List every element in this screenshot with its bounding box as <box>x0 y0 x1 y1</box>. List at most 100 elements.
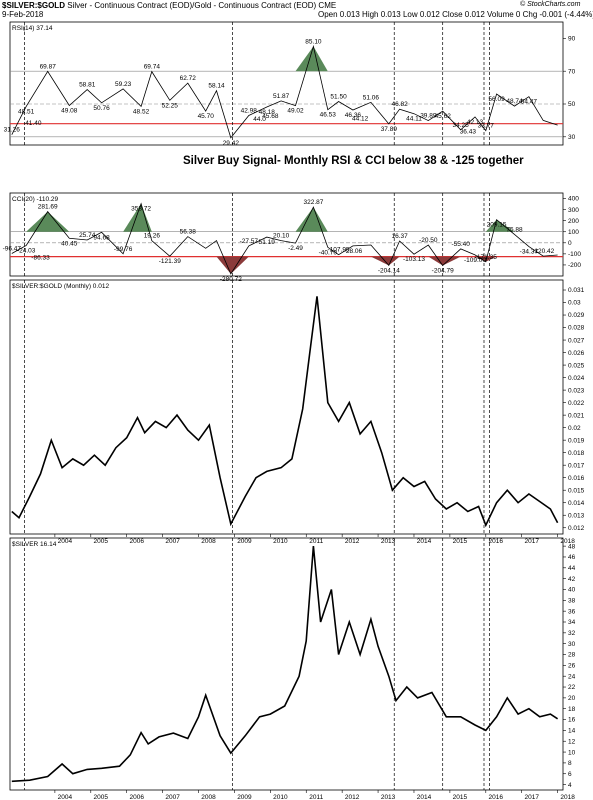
ratio-pane-frame <box>9 279 564 535</box>
silver-ytick-label: 48 <box>568 543 576 550</box>
rsi-point-label: 46.36 <box>345 112 362 119</box>
silver-ytick-label: 24 <box>568 673 576 680</box>
cci-point-label: 75.88 <box>506 226 523 233</box>
ratio-ytick-label: 0.023 <box>568 387 585 394</box>
cci-pane-frame <box>9 192 564 277</box>
rsi-point-label: 41.40 <box>25 120 42 127</box>
ratio-xtick-label: 2011 <box>309 538 323 545</box>
ratio-ytick-label: 0.013 <box>568 512 585 519</box>
silver-ytick-label: 44 <box>568 565 576 572</box>
ratio-ytick-label: 0.027 <box>568 337 585 344</box>
ratio-xtick-label: 2016 <box>489 538 504 545</box>
cci-point-label: 94.68 <box>93 234 110 241</box>
rsi-overbought-shading <box>295 46 328 72</box>
silver-ytick-label: 22 <box>568 684 576 691</box>
silver-ytick-label: 20 <box>568 695 576 702</box>
ratio-xtick-label: 2004 <box>58 538 73 545</box>
silver-xtick-label: 2011 <box>309 794 323 800</box>
rsi-point-label: 44.11 <box>406 116 422 123</box>
ratio-ytick-label: 0.017 <box>568 462 585 469</box>
cci-point-label: 51.19 <box>259 239 276 246</box>
cci-point-label: -99.76 <box>114 246 133 253</box>
rsi-point-label: 39.89 <box>420 113 437 120</box>
rsi-point-label: 42.13 <box>467 119 484 126</box>
cci-ytick-label: -100 <box>568 251 581 258</box>
cci-point-label: 19.26 <box>144 233 161 240</box>
rsi-point-label: 31.26 <box>4 127 21 134</box>
cci-point-label: -96.47 <box>3 245 22 252</box>
silver-ytick-label: 46 <box>568 554 576 561</box>
silver-ytick-label: 4 <box>568 782 572 789</box>
cci-point-label: -103.13 <box>403 256 425 263</box>
silver-xtick-label: 2016 <box>489 794 504 800</box>
ratio-ytick-label: 0.031 <box>568 287 585 294</box>
silver-xtick-label: 2007 <box>165 794 180 800</box>
cci-ytick-label: 200 <box>568 218 579 225</box>
chart-symbol: $SILVER:$GOLD <box>2 1 65 10</box>
cci-point-label: -34.37 <box>520 249 539 256</box>
ratio-ytick-label: 0.015 <box>568 487 585 494</box>
rsi-point-label: 46.82 <box>391 101 408 108</box>
ratio-ytick-label: 0.021 <box>568 412 585 419</box>
rsi-point-label: 69.74 <box>144 64 161 71</box>
ratio-ytick-label: 0.014 <box>568 500 585 507</box>
cci-oversold-shading <box>428 256 461 266</box>
silver-ytick-label: 40 <box>568 587 576 594</box>
rsi-point-label: 58.81 <box>79 82 96 89</box>
silver-ytick-label: 6 <box>568 771 572 778</box>
cci-point-label: -2.49 <box>288 245 303 252</box>
silver-xtick-label: 2017 <box>524 794 539 800</box>
rsi-point-label: 29.42 <box>223 140 240 147</box>
ratio-ytick-label: 0.018 <box>568 450 585 457</box>
stockcharts-brand: © StockCharts.com <box>520 1 581 8</box>
silver-xtick-label: 2005 <box>94 794 109 800</box>
ratio-xtick-label: 2008 <box>201 538 216 545</box>
cci-series-line <box>11 202 558 275</box>
rsi-series-line <box>11 44 558 139</box>
silver-xtick-label: 2010 <box>273 794 288 800</box>
cci-point-label: -28.06 <box>344 248 363 255</box>
cci-point-label: 16.37 <box>391 233 408 240</box>
silver-ytick-label: 36 <box>568 608 576 615</box>
ratio-xtick-label: 2018 <box>560 538 575 545</box>
cci-point-label: -86.33 <box>31 254 50 261</box>
cci-point-label: -280.72 <box>220 276 242 283</box>
cci-point-label: 56.38 <box>180 229 197 236</box>
cci-point-label: -109.00 <box>464 257 486 264</box>
rsi-point-label: 51.06 <box>363 94 380 101</box>
silver-xtick-label: 2012 <box>345 794 360 800</box>
silver-ytick-label: 14 <box>568 728 576 735</box>
cci-point-label: -204.79 <box>432 267 454 274</box>
ratio-ytick-label: 0.03 <box>568 300 581 307</box>
silver-ytick-label: 42 <box>568 576 576 583</box>
silver-ytick-label: 32 <box>568 630 576 637</box>
cci-ytick-label: 0 <box>568 240 572 247</box>
cci-point-label: -55.40 <box>451 241 470 248</box>
cci-point-label: 322.87 <box>303 199 323 206</box>
buy-signal-annotation: Silver Buy Signal- Monthly RSI & CCI bel… <box>183 155 524 167</box>
ratio-xtick-label: 2015 <box>453 538 468 545</box>
rsi-point-label: 37.89 <box>381 126 398 133</box>
cci-oversold-shading <box>216 256 249 274</box>
cci-point-label: 209.15 <box>487 222 507 229</box>
cci-overbought-shading <box>123 203 152 232</box>
cci-point-label: -204.14 <box>378 267 400 274</box>
rsi-point-label: 34.25 <box>453 122 470 129</box>
rsi-point-label: 48.51 <box>18 108 35 115</box>
silver-series-line <box>11 546 559 783</box>
silver-xtick-label: 2008 <box>201 794 216 800</box>
rsi-point-label: 62.72 <box>180 75 197 82</box>
silver-ytick-label: 28 <box>568 652 576 659</box>
cci-ytick-label: 300 <box>568 207 579 214</box>
rsi-point-label: 56.09 <box>488 96 505 103</box>
cci-point-label: -40.70 <box>319 249 338 256</box>
ratio-xtick-label: 2010 <box>273 538 288 545</box>
ratio-ytick-label: 0.019 <box>568 437 585 444</box>
rsi-point-label: 36.43 <box>460 128 477 135</box>
ratio-series-line <box>11 296 559 528</box>
rsi-point-label: 45.62 <box>435 113 452 120</box>
rsi-pane-frame <box>9 21 564 146</box>
rsi-point-label: 85.10 <box>305 38 322 45</box>
silver-xtick-label: 2014 <box>417 794 432 800</box>
